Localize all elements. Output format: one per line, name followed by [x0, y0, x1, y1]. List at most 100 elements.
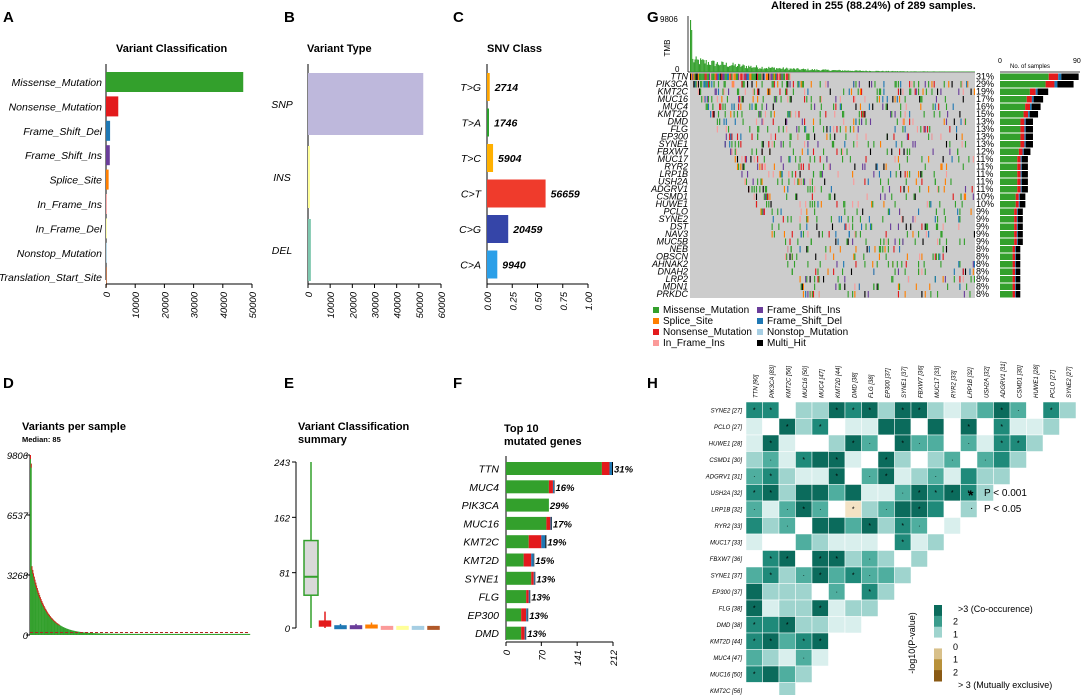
cooccurrence-cell	[811, 434, 829, 452]
sample-bar-d	[112, 633, 114, 635]
side-bar-g-ryr2	[1017, 163, 1021, 170]
mutation-cell	[918, 268, 920, 275]
cooccurrence-cell	[943, 500, 961, 518]
gene-pct-g-2: 19%	[976, 87, 994, 97]
mutation-cell	[773, 163, 775, 170]
mutation-cell	[903, 186, 905, 193]
x-tick-label-f: 141	[573, 650, 584, 666]
mutation-cell	[736, 133, 739, 140]
sample-bar-d	[244, 633, 246, 635]
mutation-cell	[736, 156, 739, 163]
side-bar-g-ttn	[1058, 73, 1062, 80]
mutation-cell	[712, 73, 714, 80]
sample-bar-d	[199, 633, 201, 635]
tmb-bar	[700, 58, 702, 72]
mutation-cell	[751, 148, 753, 155]
sample-bar-d	[31, 566, 33, 635]
sample-bar-d	[47, 612, 49, 635]
sample-bar-d	[226, 633, 228, 635]
bar-label-a-2: Frame_Shift_Del	[23, 126, 102, 138]
cooccurrence-cell	[844, 583, 862, 601]
cooccurrence-cell	[762, 616, 780, 634]
mutation-cell	[801, 118, 803, 125]
sig-mark-h: ·	[770, 457, 772, 464]
mutation-cell	[857, 88, 859, 95]
sig-mark-h: *	[835, 556, 838, 563]
cooccurrence-cell	[828, 566, 846, 584]
mutation-cell	[878, 171, 880, 178]
tmb-bar	[713, 60, 715, 72]
y-tick-label-e: 243	[273, 458, 291, 469]
mutation-cell	[865, 118, 867, 125]
sample-bar-d	[165, 633, 167, 635]
side-bar-g-huwe1	[1018, 201, 1020, 208]
mutation-cell	[776, 96, 778, 103]
x-tick-label-a: 10000	[131, 291, 142, 318]
tmb-bar	[712, 60, 714, 72]
mutation-cell	[897, 223, 899, 230]
mutation-cell	[807, 246, 809, 253]
mutation-cell	[906, 231, 908, 238]
gene-label-f-3: MUC16	[463, 518, 499, 530]
mutation-cell	[769, 193, 771, 200]
mutation-cell	[887, 261, 889, 268]
gene-pct-g-3: 17%	[976, 94, 994, 104]
mutation-cell	[907, 133, 910, 140]
sample-bar-d	[143, 633, 145, 635]
mutation-cell	[758, 73, 760, 80]
mutation-cell	[962, 88, 964, 95]
sig-mark-h: *	[1017, 440, 1020, 447]
cooccurrence-cell	[943, 517, 961, 535]
tmb-bar	[761, 66, 763, 72]
cooccurrence-cell	[927, 451, 945, 469]
side-bar-g-pclo	[1017, 208, 1023, 215]
mutation-cell	[921, 291, 923, 298]
mutation-cell	[825, 253, 827, 260]
mutation-cell	[717, 81, 720, 88]
cooccurrence-cell	[993, 451, 1011, 469]
mutation-cell	[912, 118, 914, 125]
mutation-cell	[907, 276, 910, 283]
side-bar-g-lrp1b	[1020, 171, 1022, 178]
cooccurrence-cell	[877, 484, 895, 502]
gene-pct-g-7: 13%	[976, 124, 994, 134]
mutation-cell	[695, 73, 697, 80]
mutation-cell	[742, 118, 744, 125]
sample-bar-d	[178, 633, 180, 635]
mutation-cell	[799, 276, 801, 283]
mutation-cell	[836, 261, 838, 268]
mutation-cell	[807, 231, 809, 238]
mutation-cell	[712, 103, 714, 110]
mutation-cell	[804, 88, 806, 95]
panel-letter-a: A	[3, 9, 14, 26]
mutation-cell	[935, 96, 937, 103]
bar-f-syne1	[531, 571, 534, 585]
mutation-cell	[896, 261, 898, 268]
x-tick-label-b: 50000	[415, 291, 426, 318]
side-bar-g-dst	[1016, 223, 1018, 230]
gene-label-g-12: RYR2	[664, 162, 688, 172]
mutation-cell	[812, 126, 815, 133]
tmb-bar	[830, 70, 832, 72]
mutation-cell	[798, 178, 800, 185]
sample-bar-d	[247, 633, 249, 635]
mutation-cell	[894, 126, 896, 133]
mutation-cell	[749, 73, 751, 80]
mutation-cell	[956, 133, 958, 140]
mutation-cell	[773, 141, 775, 148]
sig-mark-h: *	[753, 407, 756, 414]
row-label-h-8: MUC17 [33]	[710, 540, 742, 546]
mutation-cell	[800, 283, 802, 290]
mutation-cell	[871, 201, 873, 208]
sample-bar-d	[173, 633, 175, 635]
sig-mark-h: *	[918, 506, 921, 513]
tmb-tick-bottom: 0	[675, 65, 680, 74]
mutation-cell	[920, 96, 922, 103]
sample-bar-d	[87, 632, 89, 635]
mutation-cell	[780, 156, 782, 163]
mutation-cell	[812, 148, 815, 155]
mutation-cell	[844, 201, 846, 208]
mutation-cell	[918, 88, 920, 95]
mutation-cell	[759, 163, 761, 170]
cooccurrence-cell	[844, 484, 862, 502]
